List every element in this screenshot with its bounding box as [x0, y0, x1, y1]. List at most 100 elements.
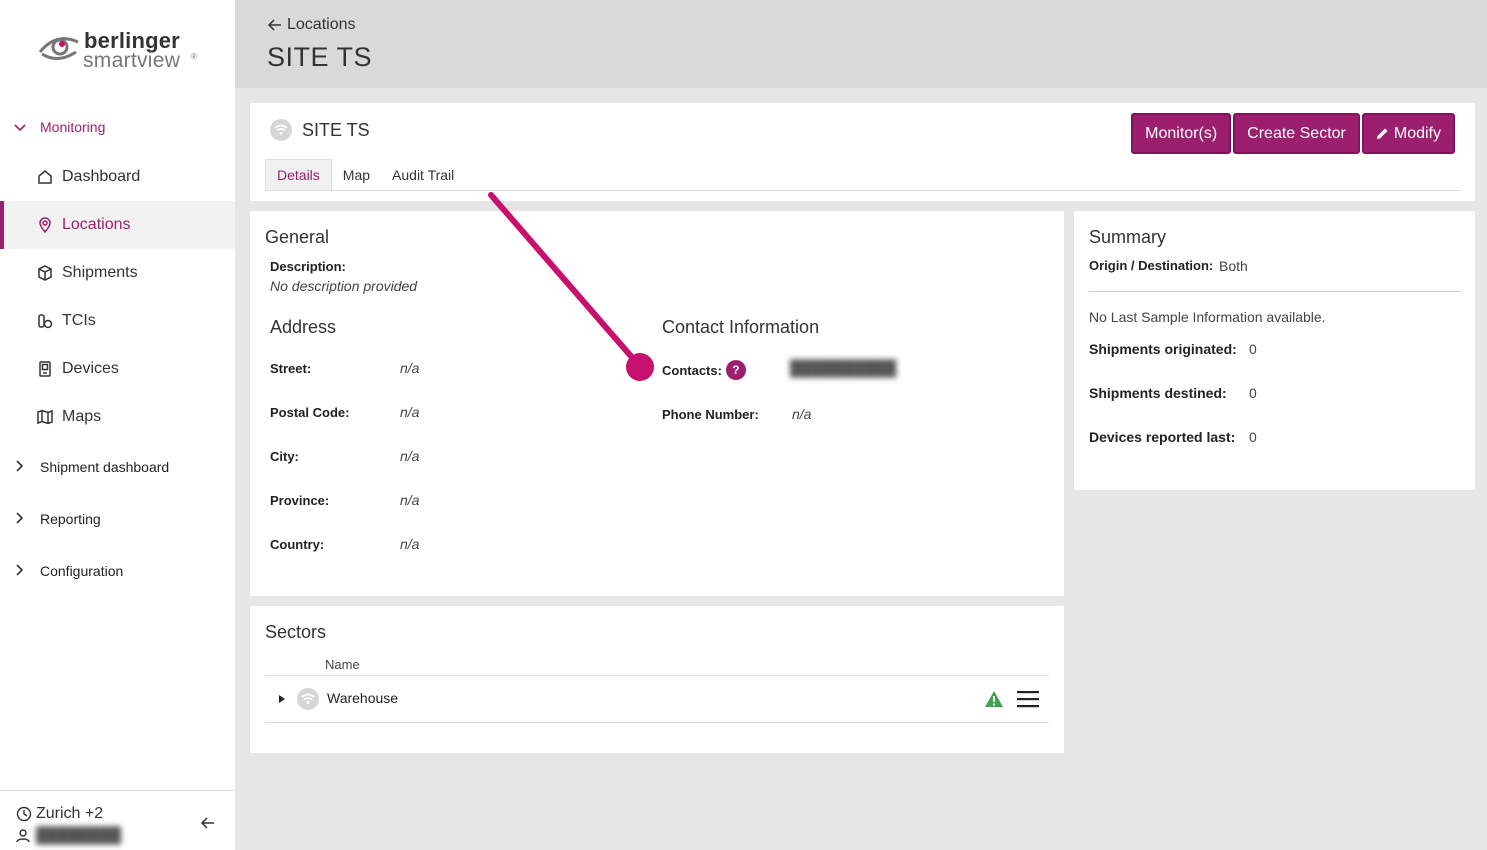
chevron-down-icon	[0, 119, 40, 135]
contact-info-title: Contact Information	[662, 317, 820, 337]
nav-group-label: Reporting	[40, 511, 101, 527]
home-icon	[37, 169, 62, 185]
tab-map[interactable]: Map	[342, 166, 371, 183]
sidebar-item-locations[interactable]: Locations	[0, 201, 235, 249]
phone-number-label: Phone Number:	[662, 407, 759, 422]
device-icon	[37, 361, 62, 377]
shipments-destined-label: Shipments destined:	[1089, 385, 1227, 401]
user-icon	[16, 828, 30, 842]
sidebar-item-maps[interactable]: Maps	[0, 393, 235, 441]
user-name-redacted: ████████	[36, 827, 122, 844]
sidebar-item-label: Locations	[62, 216, 131, 233]
contacts-help-icon[interactable]: ?	[725, 360, 746, 380]
page-title: SITE TS	[267, 42, 373, 72]
hamburger-menu-icon[interactable]	[1016, 690, 1040, 708]
phone-number-value: n/a	[792, 406, 812, 422]
package-icon	[37, 265, 62, 281]
description-label: Description:	[270, 259, 346, 274]
contacts-value-redacted: ██████████	[790, 360, 897, 377]
berlinger-logo[interactable]: berlinger smartview ®	[38, 28, 208, 76]
province-value: n/a	[400, 492, 420, 508]
page-header: Locations SITE TS	[235, 0, 1487, 88]
tab-details[interactable]: Details	[265, 159, 332, 190]
sidebar-item-label: Maps	[62, 408, 102, 425]
sectors-card: Sectors Name Warehouse	[250, 606, 1064, 753]
contacts-label: Contacts:	[662, 362, 722, 378]
site-name: SITE TS	[302, 119, 370, 140]
summary-divider	[1089, 291, 1461, 292]
summary-title: Summary	[1089, 227, 1167, 247]
postal-code-value: n/a	[400, 404, 420, 420]
country-value: n/a	[400, 536, 420, 552]
clock-icon	[16, 806, 32, 822]
sidebar-item-label: TCIs	[62, 312, 96, 329]
nav-group-monitoring[interactable]: Monitoring	[0, 115, 235, 139]
no-sample-message: No Last Sample Information available.	[1089, 309, 1326, 325]
arrow-left-icon	[267, 19, 281, 31]
sidebar-item-devices[interactable]: Devices	[0, 345, 235, 393]
shipments-originated-label: Shipments originated:	[1089, 341, 1237, 357]
sidebar-item-label: Shipments	[62, 264, 138, 281]
nav-group-configuration[interactable]: Configuration	[0, 559, 235, 583]
sidebar-item-label: Dashboard	[62, 168, 141, 185]
devices-reported-label: Devices reported last:	[1089, 429, 1236, 445]
nav-group-reporting[interactable]: Reporting	[0, 507, 235, 531]
nav-group-label: Monitoring	[40, 119, 106, 135]
map-icon	[37, 409, 62, 425]
arrow-left-icon	[200, 817, 214, 829]
sectors-title: Sectors	[265, 622, 327, 642]
general-title: General	[265, 227, 330, 247]
city-label: City:	[270, 449, 299, 464]
city-value: n/a	[400, 448, 420, 464]
modify-button[interactable]: Modify	[1361, 113, 1455, 154]
sector-name: Warehouse	[327, 690, 399, 706]
sidebar-item-shipments[interactable]: Shipments	[0, 249, 235, 297]
logo-word-berlinger: berlinger	[84, 28, 180, 53]
warning-triangle-icon[interactable]	[984, 690, 1004, 708]
sidebar-item-tcis[interactable]: TCIs	[0, 297, 235, 345]
eye-logo-icon	[38, 37, 79, 60]
action-buttons: Monitor(s) Create Sector Modify	[1131, 113, 1455, 154]
sidebar-item-label: Devices	[62, 360, 119, 377]
nav-group-label: Shipment dashboard	[40, 459, 170, 475]
logo-registered-mark: ®	[191, 52, 197, 61]
nav-group-label: Configuration	[40, 563, 124, 579]
general-card: General Description: No description prov…	[250, 211, 1064, 596]
origin-destination-value: Both	[1219, 258, 1248, 274]
origin-destination-label: Origin / Destination:	[1089, 258, 1214, 273]
nav-group-shipment-dashboard[interactable]: Shipment dashboard	[0, 455, 235, 479]
modify-button-label: Modify	[1393, 124, 1441, 142]
country-label: Country:	[270, 537, 325, 552]
tci-icon	[37, 313, 62, 329]
logo-word-smartview: smartview	[83, 49, 181, 72]
back-link-label: Locations	[287, 16, 356, 33]
site-tabs: Details Map Audit Trail	[265, 159, 1461, 191]
user-menu[interactable]: ████████	[16, 827, 121, 844]
shipments-destined-value: 0	[1249, 385, 1257, 401]
timezone-indicator[interactable]: Zurich +2	[16, 805, 103, 823]
monitors-button-label: Monitor(s)	[1145, 124, 1218, 142]
sidebar-footer: Zurich +2 ████████	[0, 790, 235, 850]
street-label: Street:	[270, 361, 312, 376]
pencil-icon	[1376, 128, 1388, 139]
table-row[interactable]: Warehouse	[265, 676, 1049, 723]
column-name-header[interactable]: Name	[325, 657, 360, 672]
create-sector-button-label: Create Sector	[1247, 124, 1346, 142]
timezone-label: Zurich +2	[36, 805, 104, 822]
province-label: Province:	[270, 493, 330, 508]
sidebar-item-dashboard[interactable]: Dashboard	[0, 153, 235, 201]
devices-reported-value: 0	[1249, 429, 1257, 445]
create-sector-button[interactable]: Create Sector	[1233, 113, 1360, 154]
chevron-right-icon	[0, 563, 40, 579]
description-value: No description provided	[270, 278, 418, 294]
wifi-status-icon	[270, 119, 292, 141]
summary-card: Summary Origin / Destination: Both No La…	[1074, 211, 1475, 490]
back-to-locations-link[interactable]: Locations	[267, 16, 356, 34]
collapse-sidebar-button[interactable]	[200, 815, 216, 836]
tab-audit-trail[interactable]: Audit Trail	[392, 166, 455, 183]
monitors-button[interactable]: Monitor(s)	[1131, 113, 1232, 154]
location-pin-icon	[37, 217, 62, 233]
chevron-right-icon	[0, 459, 40, 475]
site-heading: SITE TS	[270, 119, 370, 141]
expand-row-icon[interactable]	[278, 694, 286, 704]
